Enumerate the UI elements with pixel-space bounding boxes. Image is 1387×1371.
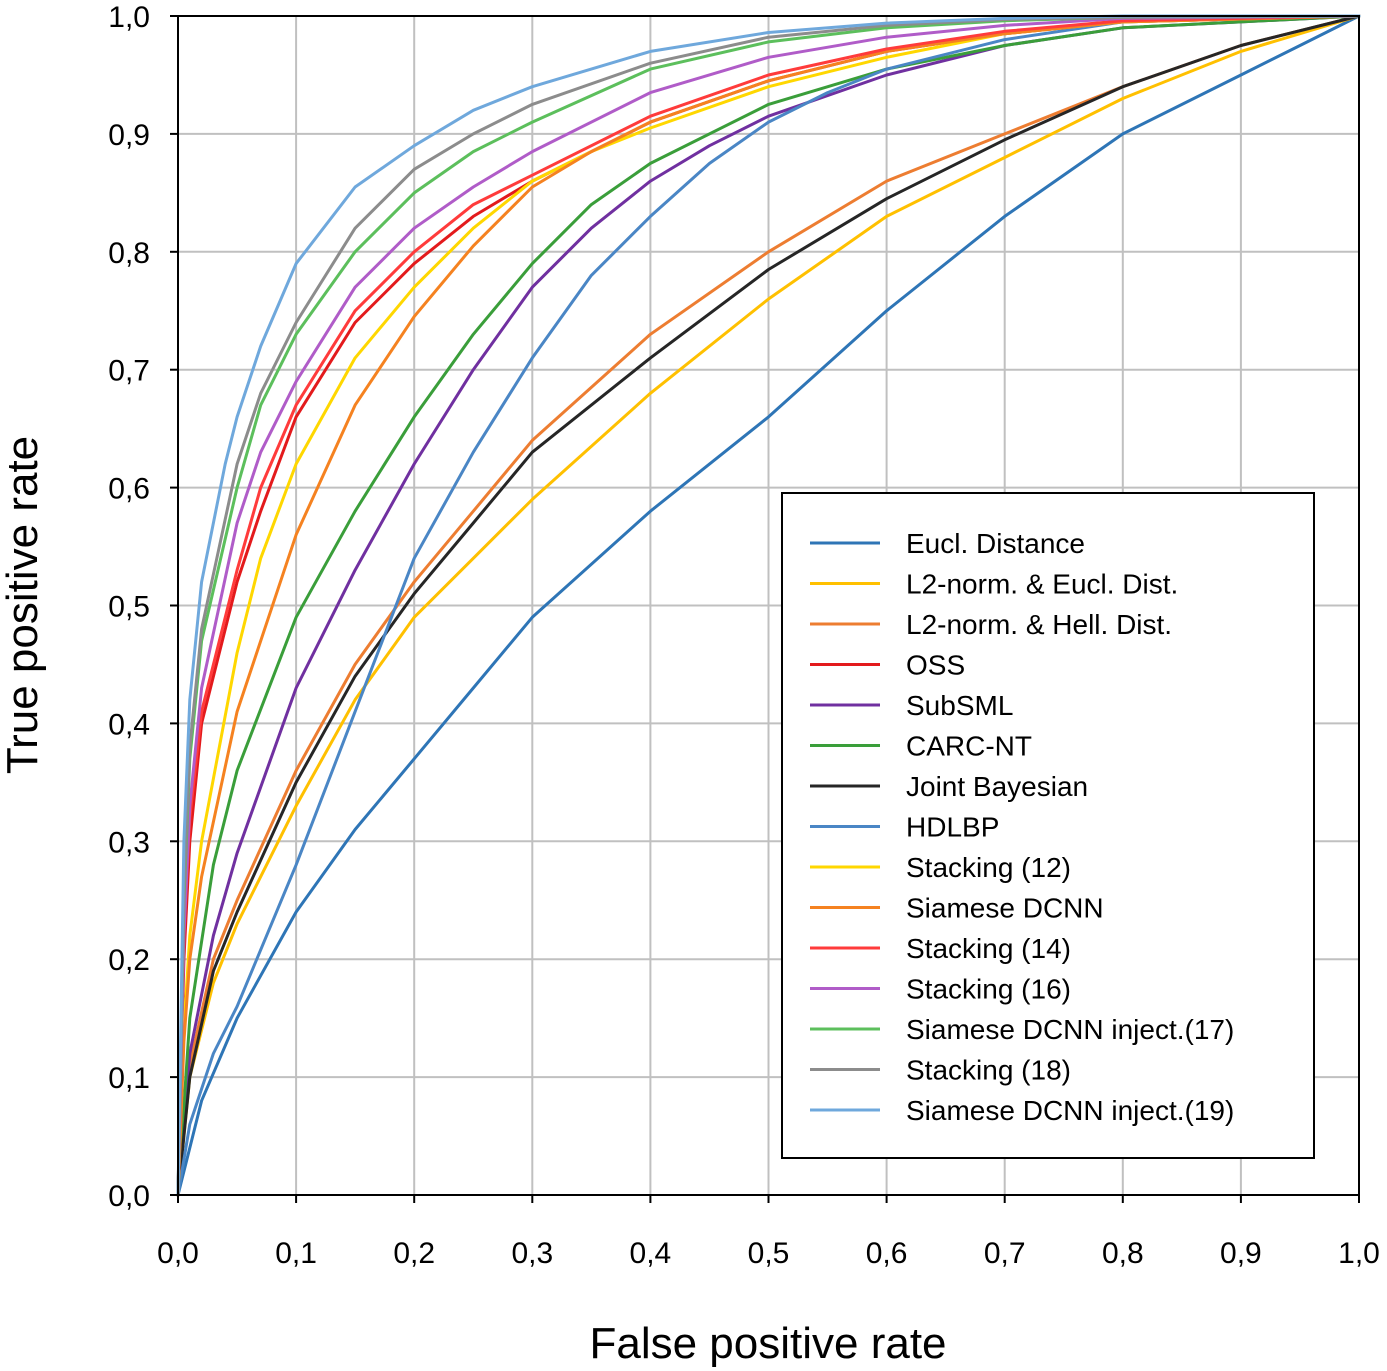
series-line-siamese-dcnn [176,14,1361,1197]
y-axis-label: True positive rate [0,436,47,774]
series-line-carc-nt [176,14,1361,1197]
series-lines [176,14,1361,1197]
y-tick-label: 0,9 [108,119,150,152]
series-line-stacking-14 [176,14,1361,1197]
y-tick-label: 0,4 [108,708,150,741]
series-line-stacking-18 [176,14,1361,1197]
y-tick-label: 0,3 [108,826,150,859]
x-tick-label: 0,9 [1220,1237,1262,1270]
legend-label-stacking-18: Stacking (18) [906,1055,1071,1086]
y-tick-label: 0,7 [108,355,150,388]
x-axis-label: False positive rate [589,1319,946,1368]
x-tick-label: 0,1 [275,1237,317,1270]
legend-label-l2-norm-hell-dist: L2-norm. & Hell. Dist. [906,609,1172,640]
series-line-hdlbp [176,14,1361,1197]
legend-label-stacking-12: Stacking (12) [906,852,1071,883]
legend-label-stacking-16: Stacking (16) [906,974,1071,1005]
legend-label-l2-norm-eucl-dist: L2-norm. & Eucl. Dist. [906,569,1178,600]
legend-label-carc-nt: CARC-NT [906,731,1032,762]
x-tick-label: 0,2 [393,1237,435,1270]
x-tick-labels: 0,0 0,1 0,2 0,3 0,4 0,5 0,6 0,7 0,8 0,9 1,0 [157,1195,1380,1270]
legend-label-siamese-dcnn-inject-17: Siamese DCNN inject.(17) [906,1014,1234,1045]
legend-label-oss: OSS [906,650,965,681]
y-tick-label: 0,0 [108,1180,150,1213]
x-tick-label: 0,5 [748,1237,790,1270]
x-tick-label: 0,0 [157,1237,199,1270]
legend-label-joint-bayesian: Joint Bayesian [906,771,1088,802]
legend-label-subsml: SubSML [906,690,1013,721]
legend-items: Eucl. Distance L2-norm. & Eucl. Dist. L2-n… [810,528,1234,1126]
y-tick-label: 0,1 [108,1062,150,1095]
x-tick-label: 0,4 [630,1237,672,1270]
y-tick-label: 1,0 [108,1,150,34]
y-tick-label: 0,5 [108,591,150,624]
series-line-eucl-distance [176,14,1361,1197]
x-tick-label: 0,8 [1102,1237,1144,1270]
x-tick-label: 0,6 [866,1237,908,1270]
x-tick-label: 1,0 [1338,1237,1380,1270]
legend: Eucl. Distance L2-norm. & Eucl. Dist. L2-n… [781,492,1315,1159]
series-line-siamese-dcnn-inject-19 [176,14,1361,1197]
series-line-stacking-16 [176,14,1361,1197]
legend-label-siamese-dcnn-inject-19: Siamese DCNN inject.(19) [906,1095,1234,1126]
y-tick-label: 0,2 [108,944,150,977]
legend-label-hdlbp: HDLBP [906,812,999,843]
series-line-l2-norm-hell-dist [176,14,1361,1197]
x-tick-label: 0,7 [984,1237,1026,1270]
series-line-stacking-12 [176,14,1361,1197]
legend-label-stacking-14: Stacking (14) [906,933,1071,964]
series-line-joint-bayesian [176,14,1361,1197]
legend-label-eucl-distance: Eucl. Distance [906,528,1085,559]
y-tick-label: 0,8 [108,237,150,270]
y-tick-label: 0,6 [108,473,150,506]
y-tick-labels: 0,0 0,1 0,2 0,3 0,4 0,5 0,6 0,7 0,8 0,9 1,0 [108,1,178,1213]
x-tick-label: 0,3 [511,1237,553,1270]
series-line-l2-norm-eucl-dist [176,14,1361,1197]
series-line-subsml [176,14,1361,1197]
legend-label-siamese-dcnn: Siamese DCNN [906,893,1104,924]
